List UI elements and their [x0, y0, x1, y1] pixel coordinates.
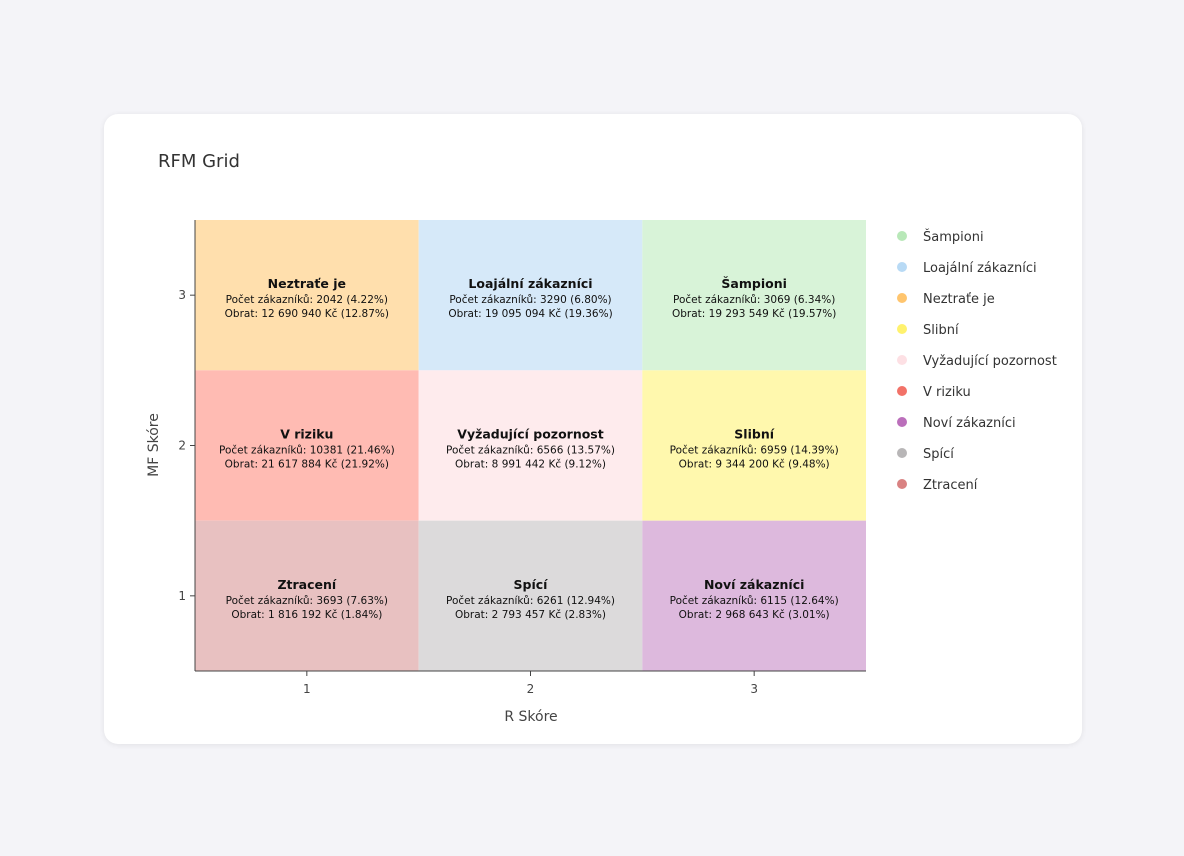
cell-segment-name: Neztraťe je: [268, 276, 346, 291]
cell-segment-name: Noví zákazníci: [704, 577, 804, 592]
cell-segment-name: Spící: [514, 577, 549, 592]
legend-marker[interactable]: [897, 479, 907, 489]
grid-cell: [418, 520, 643, 671]
cell-customer-count: Počet zákazníků: 3693 (7.63%): [226, 595, 388, 607]
cell-segment-name: Šampioni: [721, 276, 786, 291]
y-tick-label: 3: [178, 288, 186, 302]
legend-label[interactable]: V riziku: [923, 385, 971, 400]
cell-revenue: Obrat: 21 617 884 Kč (21.92%): [225, 459, 389, 471]
grid-cell: [642, 370, 866, 521]
cell-revenue: Obrat: 1 816 192 Kč (1.84%): [231, 609, 382, 621]
chart-card: RFM Grid Neztraťe je Počet zákazníků: 204…: [104, 114, 1082, 744]
x-tick-label: 2: [527, 682, 535, 696]
legend-label[interactable]: Ztracení: [923, 478, 978, 493]
legend: Šampioni Loajální zákazníci Neztraťe je Sli…: [897, 229, 1057, 493]
cell-revenue: Obrat: 8 991 442 Kč (9.12%): [455, 459, 606, 471]
legend-label[interactable]: Vyžadující pozornost: [923, 354, 1057, 369]
x-tick-label: 1: [303, 682, 311, 696]
legend-label[interactable]: Spící: [923, 447, 954, 462]
grid-cell: [642, 220, 866, 371]
x-axis-title: R Skóre: [504, 709, 557, 725]
grid-cell: [195, 520, 419, 671]
cell-segment-name: Vyžadující pozornost: [457, 427, 603, 442]
legend-marker[interactable]: [897, 293, 907, 303]
legend-label[interactable]: Slibní: [923, 323, 959, 338]
legend-label[interactable]: Neztraťe je: [923, 292, 995, 307]
legend-label[interactable]: Noví zákazníci: [923, 416, 1016, 431]
cell-customer-count: Počet zákazníků: 6566 (13.57%): [446, 445, 615, 457]
cell-customer-count: Počet zákazníků: 10381 (21.46%): [219, 445, 395, 457]
cell-segment-name: V riziku: [280, 427, 333, 442]
legend-marker[interactable]: [897, 231, 907, 241]
y-tick-label: 1: [178, 589, 186, 603]
cell-revenue: Obrat: 12 690 940 Kč (12.87%): [225, 308, 389, 320]
cell-revenue: Obrat: 9 344 200 Kč (9.48%): [679, 459, 830, 471]
cell-customer-count: Počet zákazníků: 6261 (12.94%): [446, 595, 615, 607]
grid-cell: [418, 370, 643, 521]
cell-customer-count: Počet zákazníků: 6115 (12.64%): [670, 595, 839, 607]
cell-segment-name: Slibní: [734, 427, 774, 442]
cell-customer-count: Počet zákazníků: 6959 (14.39%): [670, 445, 839, 457]
cell-segment-name: Loajální zákazníci: [468, 276, 592, 291]
cell-customer-count: Počet zákazníků: 3069 (6.34%): [673, 294, 835, 306]
cell-segment-name: Ztracení: [277, 577, 336, 592]
grid-cell: [418, 220, 643, 371]
legend-marker[interactable]: [897, 386, 907, 396]
cell-customer-count: Počet zákazníků: 3290 (6.80%): [449, 294, 611, 306]
legend-label[interactable]: Loajální zákazníci: [923, 261, 1037, 276]
cell-revenue: Obrat: 19 293 549 Kč (19.57%): [672, 308, 836, 320]
legend-marker[interactable]: [897, 355, 907, 365]
rfm-grid-chart: RFM Grid Neztraťe je Počet zákazníků: 204…: [146, 151, 1057, 725]
legend-marker[interactable]: [897, 262, 907, 272]
chart-title: RFM Grid: [158, 151, 240, 172]
cell-revenue: Obrat: 19 095 094 Kč (19.36%): [448, 308, 612, 320]
legend-marker[interactable]: [897, 448, 907, 458]
axes: 1 2 3 1 2 3: [178, 220, 866, 696]
grid-cells: Neztraťe je Počet zákazníků: 2042 (4.22%)…: [195, 220, 866, 671]
grid-cell: [195, 370, 419, 521]
y-axis-title: MF Skóre: [146, 413, 162, 477]
y-tick-label: 2: [178, 439, 186, 453]
grid-cell: [642, 520, 866, 671]
cell-revenue: Obrat: 2 793 457 Kč (2.83%): [455, 609, 606, 621]
cell-revenue: Obrat: 2 968 643 Kč (3.01%): [679, 609, 830, 621]
legend-label[interactable]: Šampioni: [923, 229, 984, 245]
cell-customer-count: Počet zákazníků: 2042 (4.22%): [226, 294, 388, 306]
legend-marker[interactable]: [897, 417, 907, 427]
x-tick-label: 3: [750, 682, 758, 696]
legend-marker[interactable]: [897, 324, 907, 334]
grid-cell: [195, 220, 419, 371]
